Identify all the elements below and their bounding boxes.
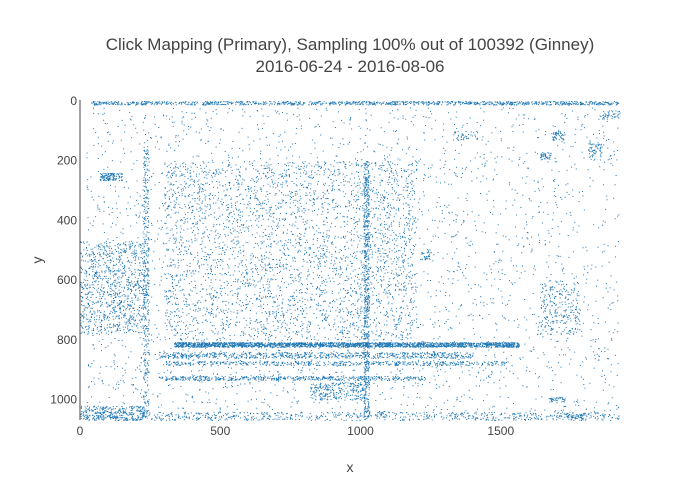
click-points-region-17 [588,143,603,161]
click-points-region-5 [174,342,520,348]
click-points-region-1 [164,161,418,341]
y-tick-label: 0 [70,94,77,108]
click-points-region-4 [91,101,620,106]
click-points-region-0 [85,107,620,419]
y-tick-label: 200 [57,154,77,168]
chart-title-line1: Click Mapping (Primary), Sampling 100% o… [106,35,595,54]
click-points-region-3 [540,280,581,335]
x-axis-label: x [347,459,354,475]
scatter-points [80,101,621,421]
y-tick-label: 400 [57,213,77,227]
y-axis-label: y [29,257,45,264]
x-tick-label: 1000 [347,424,374,438]
click-points-region-15 [551,131,566,141]
click-points-region-12 [80,405,145,421]
click-points-region-9 [363,161,370,418]
click-points-region-10 [143,146,150,419]
click-points-region-13 [99,172,123,182]
click-points-region-16 [540,152,552,160]
click-points-region-19 [453,131,479,141]
y-tick-label: 800 [57,333,77,347]
chart-title-line2: 2016-06-24 - 2016-08-06 [255,57,444,76]
y-axis-ticks: 0 200 400 600 800 1000 [50,94,77,407]
y-tick-label: 600 [57,273,77,287]
click-points-region-6 [158,351,474,359]
x-tick-label: 1500 [487,424,514,438]
x-tick-label: 500 [210,424,230,438]
click-points-region-2 [80,241,146,335]
click-points-region-8 [158,375,427,381]
x-axis-ticks: 0 500 1000 1500 [77,424,515,438]
click-points-region-18 [602,110,621,120]
x-tick-label: 0 [77,424,84,438]
click-points-region-7 [166,360,507,366]
click-points-region-11 [91,411,620,421]
click-points-region-22 [566,411,586,421]
y-tick-label: 1000 [50,393,77,407]
click-points-region-20 [421,249,431,261]
click-points-region-14 [310,382,365,401]
click-points-region-21 [549,396,566,404]
